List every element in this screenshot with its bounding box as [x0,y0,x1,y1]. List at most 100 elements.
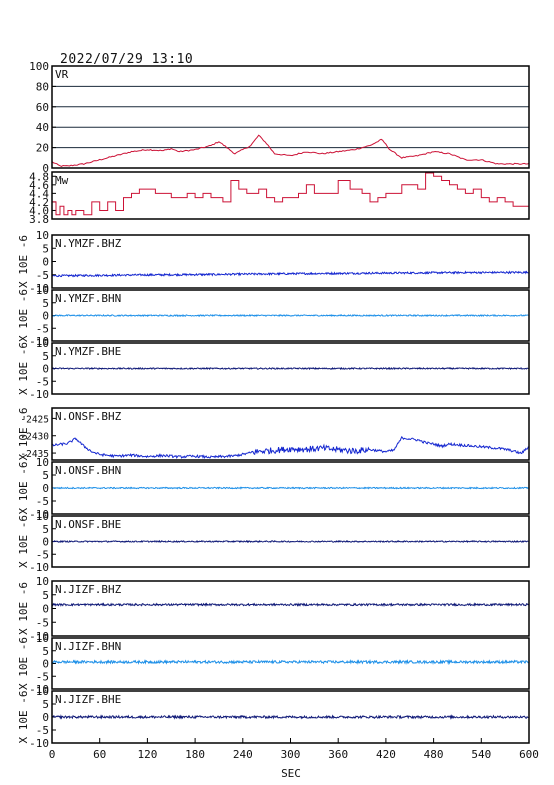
y-tick-label: -5 [36,548,49,561]
channel-label: N.ONSF.BHZ [55,410,122,423]
x-tick-label: 360 [328,748,348,761]
y-unit-label: X 10E -6 [17,342,30,395]
y-tick-label: 0 [42,711,49,724]
series-line [51,435,530,459]
y-tick-label: 0 [42,603,49,616]
y-tick-label: 0 [42,162,49,175]
y-tick-label: 100 [29,60,49,73]
y-tick-label: 40 [36,121,49,134]
y-tick-label: 0 [42,310,49,323]
channel-label: N.JIZF.BHN [55,640,121,653]
y-unit-label: X 10E -6 [17,637,30,690]
series-line [51,313,529,318]
y-tick-label: 60 [36,101,49,114]
channel-label: N.YMZF.BHN [55,292,121,305]
panel-frame [51,637,530,690]
y-tick-label: 5 [42,469,49,482]
y-tick-label: -5 [36,375,49,388]
y-tick-label: -5 [36,670,49,683]
y-tick-label: 10 [36,284,49,297]
panel-mw: 3.84.04.24.44.64.8 Mw [29,170,530,226]
y-tick-label: -10 [29,335,49,348]
y-tick-label: 5 [42,645,49,658]
panel-frame [51,580,530,637]
y-tick-label: 10 [36,685,49,698]
y-tick-label: -5 [36,322,49,335]
x-tick-label: 300 [281,748,301,761]
series-line [51,270,529,278]
channel-label: N.ONSF.BHN [55,464,121,477]
series-line [52,602,529,608]
panel-frame [51,407,530,461]
series-line [51,486,529,490]
y-tick-label: -2435 [20,449,49,460]
x-tick-label: 420 [376,748,396,761]
y-unit-label: X 10E -6 [17,289,30,342]
y-tick-label: 0 [42,482,49,495]
y-tick-label: 0 [42,658,49,671]
y-tick-label: 0 [42,363,49,376]
y-unit-label: X 10E -6 [17,691,30,744]
y-tick-label: -10 [29,508,49,521]
panel-frame [51,515,530,568]
y-tick-label: -10 [29,388,49,401]
series-line [51,134,530,167]
y-tick-label: 5 [42,523,49,536]
y-unit-label: X 10E -6 [17,408,30,461]
chart-timestamp: 2022/07/29 13:10 [60,52,193,67]
channel-label: VR [55,68,69,81]
y-tick-label: 10 [36,575,49,588]
y-tick-label: -10 [29,630,49,643]
y-tick-label: -10 [29,282,49,295]
y-tick-label: -10 [29,561,49,574]
channel-label: Mw [55,174,69,187]
y-tick-label: 10 [36,337,49,350]
y-tick-label: 0 [42,536,49,549]
y-tick-label: 5 [42,350,49,363]
series-line [51,714,529,720]
x-tick-label: 480 [424,748,444,761]
channel-label: N.YMZF.BHE [55,345,121,358]
channel-label: N.JIZF.BHE [55,693,121,706]
y-tick-label: 5 [42,297,49,310]
x-tick-label: 240 [233,748,253,761]
y-tick-label: 20 [36,142,49,155]
y-tick-label: 5 [42,698,49,711]
x-tick-label: 540 [471,748,491,761]
panel-frame [51,234,530,289]
x-axis: 0 60 120 180 240 300 360 420 480 540 600 [49,738,539,761]
y-tick-label: 5 [42,242,49,255]
y-tick-label: 4.0 [29,204,49,217]
series-line [51,539,529,544]
panel-frame [51,171,530,220]
y-unit-label: X 10E -6 [17,462,30,515]
x-tick-label: 120 [137,748,157,761]
y-tick-label: 10 [36,510,49,523]
y-tick-label: 4.4 [29,187,49,200]
x-tick-label: 600 [519,748,539,761]
channel-label: N.JIZF.BHZ [55,583,122,596]
series-line [51,658,529,666]
panel-frame [51,289,530,342]
panel-vr: 0 20 40 60 80 100 VR [29,60,530,175]
y-tick-label: 3.8 [29,213,49,226]
x-tick-label: 0 [49,748,56,761]
y-unit-label: X 10E -6 [17,515,30,568]
series-line [52,172,530,216]
y-tick-label: -10 [29,737,49,750]
y-tick-label: 4.8 [29,170,49,183]
y-tick-label: 0 [42,256,49,269]
y-unit-label: X 10E -6 [17,235,30,288]
channel-label: N.YMZF.BHZ [55,237,122,250]
y-tick-label: 10 [36,632,49,645]
x-axis-label: SEC [281,767,301,780]
